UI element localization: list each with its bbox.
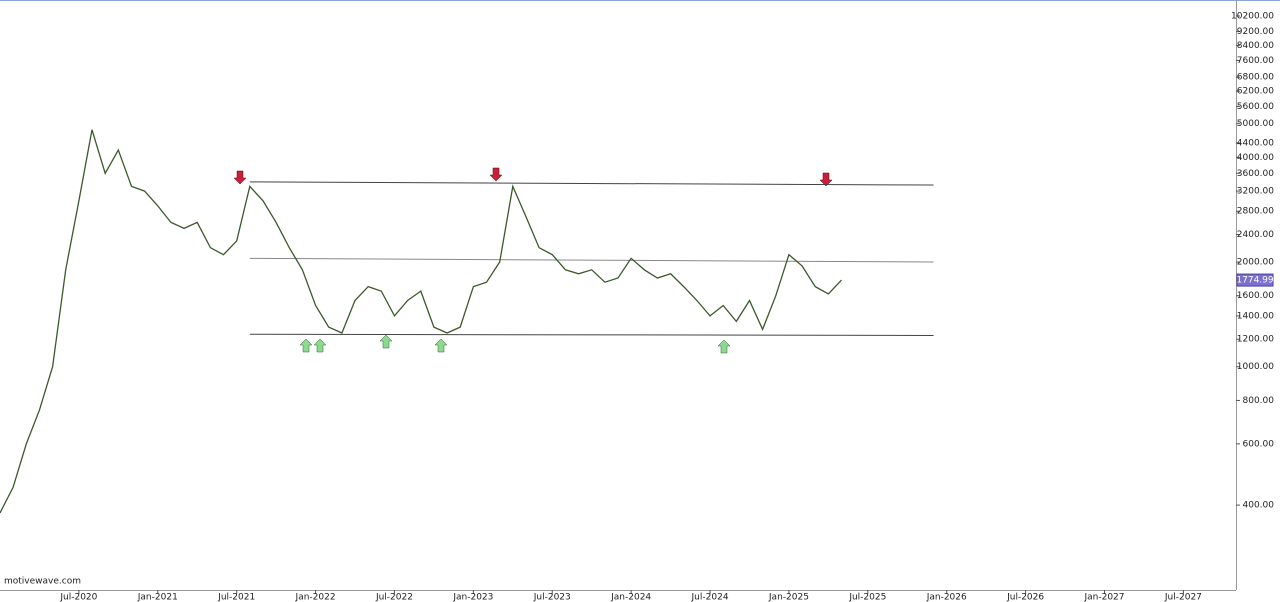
y-tick-label: 800.00 <box>1243 396 1275 406</box>
x-tick-label: Jan-2021 <box>137 593 178 602</box>
y-tick-label: 9200.00 <box>1237 27 1274 37</box>
y-tick-label: 4000.00 <box>1237 153 1274 163</box>
x-tick-label: Jan-2026 <box>926 593 967 602</box>
y-tick-label: 5600.00 <box>1237 102 1274 112</box>
x-tick-label: Jan-2027 <box>1083 593 1124 602</box>
x-tick-label: Jan-2023 <box>452 593 493 602</box>
x-tick-label: Jul-2025 <box>848 593 886 602</box>
last-price-label: 1774.99 <box>1236 276 1273 286</box>
y-tick-label: 5000.00 <box>1237 119 1274 129</box>
y-tick-label: 7600.00 <box>1237 56 1274 66</box>
trendline <box>249 181 934 186</box>
x-tick-label: Jan-2022 <box>295 593 336 602</box>
y-tick-label: 8400.00 <box>1237 41 1274 51</box>
buy-arrow <box>313 338 327 353</box>
y-tick-label: 1000.00 <box>1237 362 1274 372</box>
y-tick-label: 3200.00 <box>1237 187 1274 197</box>
price-line <box>0 129 842 514</box>
y-tick-label: 2400.00 <box>1237 230 1274 240</box>
x-tick-label: Jul-2021 <box>217 593 255 602</box>
y-tick-label: 2000.00 <box>1237 258 1274 268</box>
y-tick-label: 2800.00 <box>1237 207 1274 217</box>
x-tick-label: Jul-2022 <box>375 593 413 602</box>
x-tick-label: Jan-2025 <box>768 593 809 602</box>
y-tick-label: 10200.00 <box>1231 12 1274 22</box>
y-tick-label: 400.00 <box>1243 501 1275 511</box>
y-tick-label: 1200.00 <box>1237 335 1274 345</box>
buy-arrow <box>379 334 393 349</box>
x-tick-label: Jul-2027 <box>1164 593 1202 602</box>
last-price-box <box>1236 273 1274 287</box>
x-tick-label: Jan-2024 <box>610 593 651 602</box>
x-tick-label: Jul-2020 <box>59 593 97 602</box>
y-tick-label: 600.00 <box>1243 439 1275 449</box>
signal-arrows <box>233 167 833 354</box>
y-tick-label: 6800.00 <box>1237 73 1274 83</box>
sell-arrow <box>819 172 833 187</box>
y-tick-label: 4400.00 <box>1237 138 1274 148</box>
sell-arrow <box>233 170 247 185</box>
x-tick-label: Jul-2024 <box>691 593 729 602</box>
trendline <box>249 257 934 263</box>
y-tick-label: 1400.00 <box>1237 311 1274 321</box>
y-tick-label: 3600.00 <box>1237 169 1274 179</box>
buy-arrow <box>717 339 731 354</box>
x-tick-label: Jul-2026 <box>1006 593 1044 602</box>
buy-arrow <box>434 338 448 353</box>
y-tick-label: 6200.00 <box>1237 87 1274 97</box>
sell-arrow <box>489 167 503 182</box>
trendline <box>249 333 934 336</box>
x-tick-label: Jul-2023 <box>533 593 571 602</box>
y-tick-label: 1600.00 <box>1237 291 1274 301</box>
watermark: motivewave.com <box>4 577 81 587</box>
buy-arrow <box>299 338 313 353</box>
